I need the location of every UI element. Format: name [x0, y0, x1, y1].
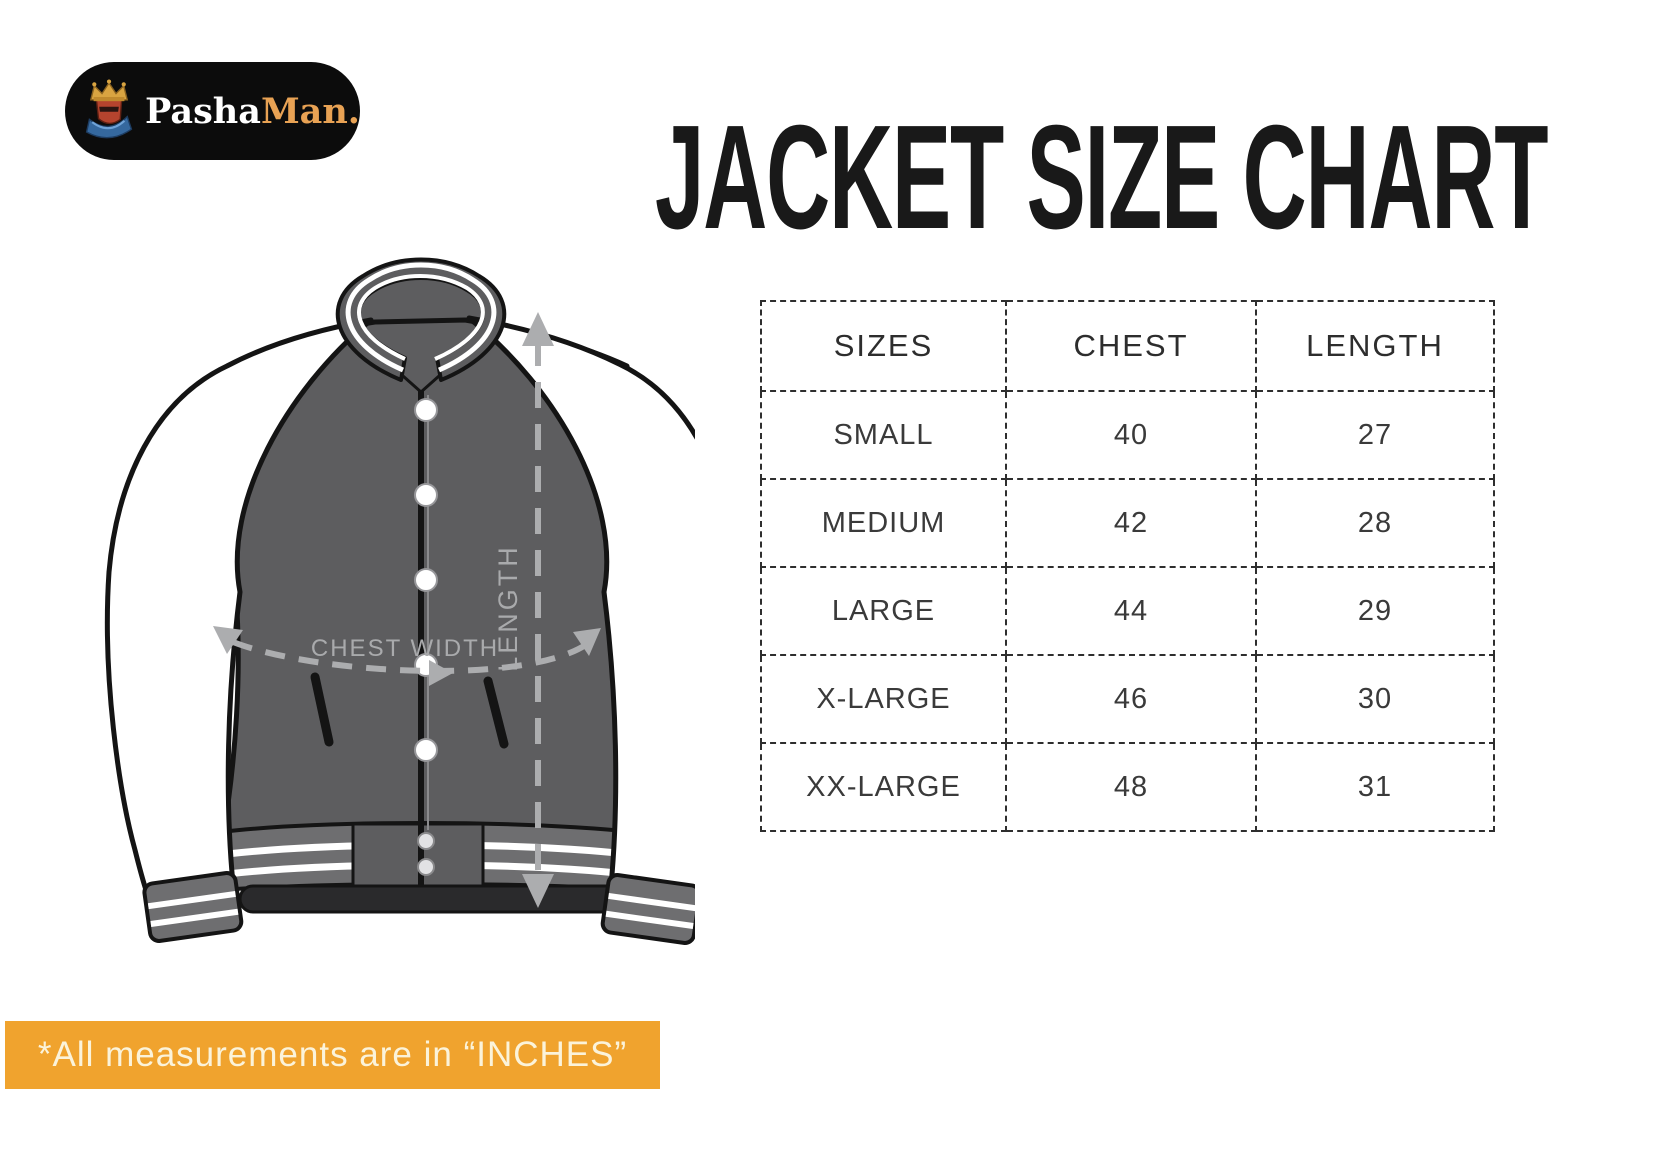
- length-cell: 28: [1255, 478, 1495, 568]
- brand-name-part1: Pasha: [145, 90, 261, 132]
- chest-width-arrow-label: CHEST WIDTH: [311, 635, 499, 662]
- length-cell: 30: [1255, 654, 1495, 744]
- column-header-length: LENGTH: [1255, 300, 1495, 392]
- chest-cell: 44: [1005, 566, 1257, 656]
- jacket-left-sleeve: [104, 317, 374, 899]
- table-row-small: SMALL 40 27: [760, 390, 1495, 480]
- size-cell: LARGE: [760, 566, 1007, 656]
- table-row-large: LARGE 44 29: [760, 566, 1495, 656]
- table-row-medium: MEDIUM 42 28: [760, 478, 1495, 568]
- brand-name: PashaMan.: [145, 91, 360, 132]
- length-cell: 31: [1255, 742, 1495, 832]
- length-arrow-label: LENGTH: [493, 544, 523, 672]
- table-row-x-large: X-LARGE 46 30: [760, 654, 1495, 744]
- size-table-header-row: SIZES CHEST LENGTH: [760, 300, 1495, 392]
- jacket-measurement-diagram: LENGTH CHEST WIDTH: [104, 257, 695, 945]
- chest-width-arrow: CHEST WIDTH: [213, 626, 601, 686]
- measurements-footnote-text: *All measurements are in “INCHES”: [37, 1035, 628, 1074]
- pasha-mascot-icon: [85, 79, 133, 139]
- chest-cell: 48: [1005, 742, 1257, 832]
- column-header-sizes: SIZES: [760, 300, 1007, 392]
- jacket-right-sleeve: [466, 315, 695, 897]
- table-row-xx-large: XX-LARGE 48 31: [760, 742, 1495, 832]
- brand-logo: PashaMan.: [65, 62, 360, 160]
- size-cell: MEDIUM: [760, 478, 1007, 568]
- chest-cell: 42: [1005, 478, 1257, 568]
- size-cell: SMALL: [760, 390, 1007, 480]
- measurements-footnote-banner: *All measurements are in “INCHES”: [5, 1021, 660, 1089]
- chest-cell: 40: [1005, 390, 1257, 480]
- column-header-chest: CHEST: [1005, 300, 1257, 392]
- jacket-buttons: [414, 398, 438, 876]
- chest-cell: 46: [1005, 654, 1257, 744]
- length-cell: 29: [1255, 566, 1495, 656]
- size-cell: XX-LARGE: [760, 742, 1007, 832]
- size-cell: X-LARGE: [760, 654, 1007, 744]
- length-arrow: LENGTH: [493, 312, 554, 908]
- length-cell: 27: [1255, 390, 1495, 480]
- size-table: SIZES CHEST LENGTH SMALL 40 27 MEDIUM 42…: [760, 300, 1495, 832]
- page-title: JACKET SIZE CHART: [655, 95, 1549, 260]
- brand-name-part2: Man.: [260, 90, 360, 132]
